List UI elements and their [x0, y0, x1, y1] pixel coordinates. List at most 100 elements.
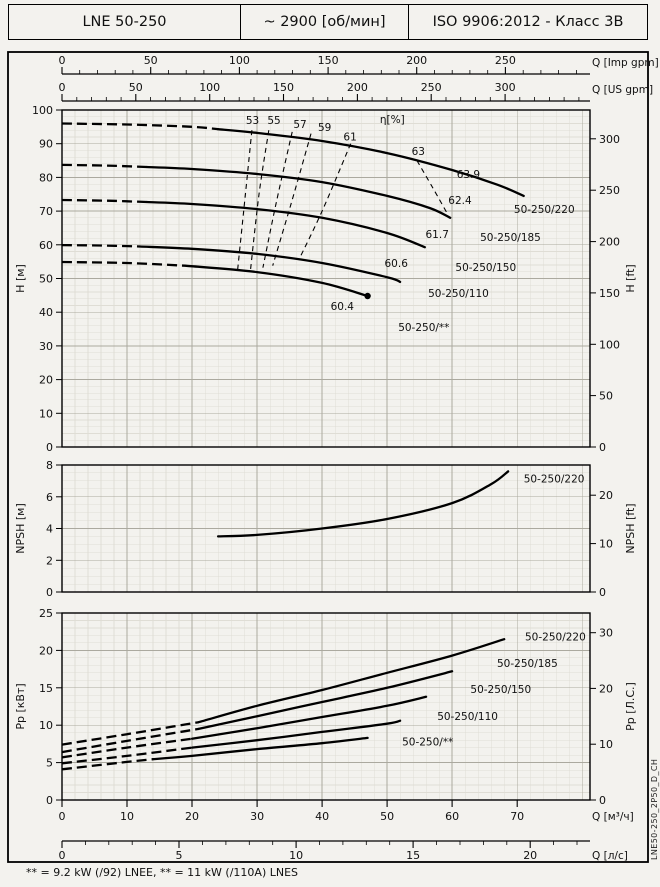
annotation-50-250220: 50-250/220 — [524, 474, 585, 486]
annotation-50-250220: 50-250/220 — [525, 632, 586, 644]
power-major-grid — [62, 613, 590, 800]
curve-head-50-250x150 — [145, 200, 426, 249]
bottom-axis-tick: 40 — [315, 810, 329, 823]
annotation-50-250110: 50-250/110 — [437, 711, 498, 723]
bottom-axis-tick: 60 — [445, 810, 459, 823]
y-right-tick: 250 — [599, 184, 620, 197]
annotation-61.7: 61.7 — [426, 229, 449, 241]
footnote: ** = 9.2 kW (/92) LNEE, ** = 11 kW (/110… — [26, 866, 299, 879]
top-axis-tick: 150 — [273, 81, 294, 94]
top-axis-tick: 100 — [199, 81, 220, 94]
y-right-tick: 10 — [599, 538, 613, 551]
top-axis-tick: 0 — [59, 81, 66, 94]
y-right-tick: 30 — [599, 627, 613, 640]
curve-power-50-250x110-dashed — [61, 746, 193, 765]
head-plot: 53 55 57 59 61 η[%] 63 63.9 62.4 61.7 60.6 60.4 50-2… — [14, 104, 637, 454]
annotation-59: 59 — [318, 122, 331, 134]
annotation-50-250185: 50-250/185 — [497, 658, 558, 670]
top-axis-imp-gpm: 0 50 100 150 200 250 Q [Imp gpm] — [59, 54, 659, 75]
efficiency-contour-59 — [272, 133, 312, 266]
annotation-50-250185: 50-250/185 — [480, 232, 541, 244]
top-axis-tick: 250 — [421, 81, 442, 94]
top-axis-tick: 100 — [229, 54, 250, 67]
top-axis-unit-label: Q [Imp gpm] — [592, 57, 659, 69]
y-right-tick: 20 — [599, 682, 613, 695]
y-left-tick: 80 — [39, 171, 53, 184]
annotation-: η[%] — [380, 114, 405, 126]
bottom-axis-tick: 10 — [289, 849, 303, 862]
annotation-63: 63 — [412, 146, 425, 158]
curve-power-50-250x185-dashed — [61, 727, 199, 754]
y-right-tick: 0 — [599, 586, 606, 599]
annotation-57: 57 — [293, 119, 306, 131]
efficiency-contour-61 — [298, 143, 352, 261]
y-right-tick: 20 — [599, 489, 613, 502]
y-left-tick: 5 — [46, 757, 53, 770]
npsh-axis-label-right: NPSH [ft] — [624, 503, 637, 553]
bottom-axis-tick: 10 — [120, 810, 134, 823]
annotation-55: 55 — [267, 115, 280, 127]
bottom-axis-tick: 20 — [185, 810, 199, 823]
y-right-tick: 150 — [599, 287, 620, 300]
curve-power-50-250x220 — [197, 638, 506, 724]
curve-head-50-250x110-dashed — [61, 243, 141, 248]
y-left-tick: 2 — [46, 554, 53, 567]
bottom-axis-m3h: 0 10 20 30 40 50 60 70 Q [м³/ч] — [59, 800, 634, 823]
curve-head-50-250x110 — [138, 245, 402, 284]
y-left-tick: 0 — [46, 586, 53, 599]
test-standard: ISO 9906:2012 - Класс 3В — [432, 14, 624, 30]
curve-power-50-250x110 — [190, 719, 402, 749]
annotation-50-250220: 50-250/220 — [514, 204, 575, 216]
npsh-plot: 50-250/220 0 2 4 6 8 0 10 20 NPSH [м] NPSH [ft] — [14, 459, 637, 599]
annotation-50-250: 50-250/** — [398, 322, 449, 334]
annotation-63.9: 63.9 — [457, 169, 480, 181]
y-right-tick: 0 — [599, 441, 606, 454]
top-axis-tick: 150 — [318, 54, 339, 67]
curve-power-50-250xxx-dashed — [61, 758, 154, 771]
power-minor-grid — [62, 613, 590, 800]
bottom-axis-tick: 50 — [380, 810, 394, 823]
y-right-tick: 200 — [599, 236, 620, 249]
curve-power-50-250x185 — [197, 670, 454, 731]
bottom-axis-tick: 30 — [250, 810, 264, 823]
npsh-axis-label-left: NPSH [м] — [14, 503, 27, 554]
head-major-grid — [62, 110, 590, 447]
efficiency-contour-55 — [250, 130, 270, 270]
y-right-tick: 50 — [599, 390, 613, 403]
annotation-50-250110: 50-250/110 — [428, 288, 489, 300]
top-axis-tick: 300 — [495, 81, 516, 94]
curve-head-50-250xxx-dashed — [61, 260, 186, 267]
annotation-53: 53 — [246, 115, 259, 127]
y-right-tick: 10 — [599, 738, 613, 751]
title-block: LNE 50-250 ~ 2900 [об/мин] ISO 9906:2012… — [8, 4, 648, 40]
y-left-tick: 6 — [46, 491, 53, 504]
bottom-axis-ls: 0 5 10 15 20 Q [л/с] — [59, 840, 628, 862]
y-left-tick: 10 — [39, 407, 53, 420]
curve-power-50-250xxx — [151, 736, 369, 761]
head-axis-label-left: H [м] — [14, 264, 27, 293]
power-plot-border — [61, 612, 591, 801]
top-axis-us-gpm: 0 50 100 150 200 250 300 Q [US gpm] — [59, 81, 653, 102]
y-left-tick: 50 — [39, 273, 53, 286]
y-right-tick: 0 — [599, 794, 606, 807]
y-left-tick: 20 — [39, 374, 53, 387]
bottom-axis-tick: 20 — [523, 849, 537, 862]
outer-frame — [7, 51, 649, 863]
document-code: LNE50-250_2P50_D_CH — [650, 758, 659, 860]
efficiency-contour-57 — [262, 131, 293, 268]
top-axis-tick: 200 — [347, 81, 368, 94]
top-axis-tick: 0 — [59, 54, 66, 67]
power-axis-label-left: Pp [кВт] — [14, 683, 27, 729]
y-left-tick: 4 — [46, 523, 53, 536]
y-left-tick: 20 — [39, 644, 53, 657]
curve-end-dot — [364, 292, 371, 300]
annotation-62.4: 62.4 — [448, 195, 472, 207]
curve-head-50-250xxx — [184, 264, 369, 298]
curve-power-50-250x150-dashed — [61, 737, 193, 759]
top-axis-tick: 50 — [129, 81, 143, 94]
head-axis-label-right: H [ft] — [624, 264, 637, 292]
y-left-tick: 15 — [39, 682, 53, 695]
annotation-50-250: 50-250/** — [402, 736, 453, 748]
top-axis-tick: 50 — [144, 54, 158, 67]
